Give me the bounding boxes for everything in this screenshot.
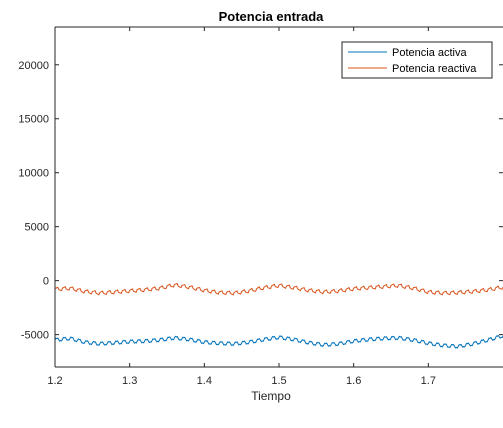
x-tick-label: 1.6 (346, 375, 361, 387)
series-line-1 (54, 334, 503, 349)
y-tick-label: 10000 (18, 168, 49, 180)
plot-area (55, 27, 503, 367)
legend: Potencia activa Potencia reactiva (341, 41, 493, 79)
x-axis: 1.2 1.3 1.4 1.5 1.6 1.7 (47, 27, 436, 387)
x-tick-label: 1.2 (47, 375, 62, 387)
chart-title: Potencia entrada (219, 9, 325, 24)
series-layer (54, 283, 503, 349)
y-tick-label: -5000 (21, 330, 49, 342)
y-tick-label: 15000 (18, 114, 49, 126)
x-tick-label: 1.3 (122, 375, 137, 387)
x-tick-label: 1.5 (271, 375, 286, 387)
y-tick-label: 5000 (25, 222, 49, 234)
legend-box (341, 41, 493, 79)
y-tick-label: 20000 (18, 60, 49, 72)
y-tick-label: 0 (43, 276, 49, 288)
series-line-2 (54, 283, 503, 296)
x-axis-label: Tiempo (251, 389, 291, 403)
x-tick-label: 1.4 (197, 375, 212, 387)
legend-label: Potencia reactiva (392, 63, 477, 75)
y-axis: -5000 0 5000 10000 15000 20000 (18, 60, 503, 342)
x-tick-label: 1.7 (421, 375, 436, 387)
legend-label: Potencia activa (392, 47, 467, 59)
